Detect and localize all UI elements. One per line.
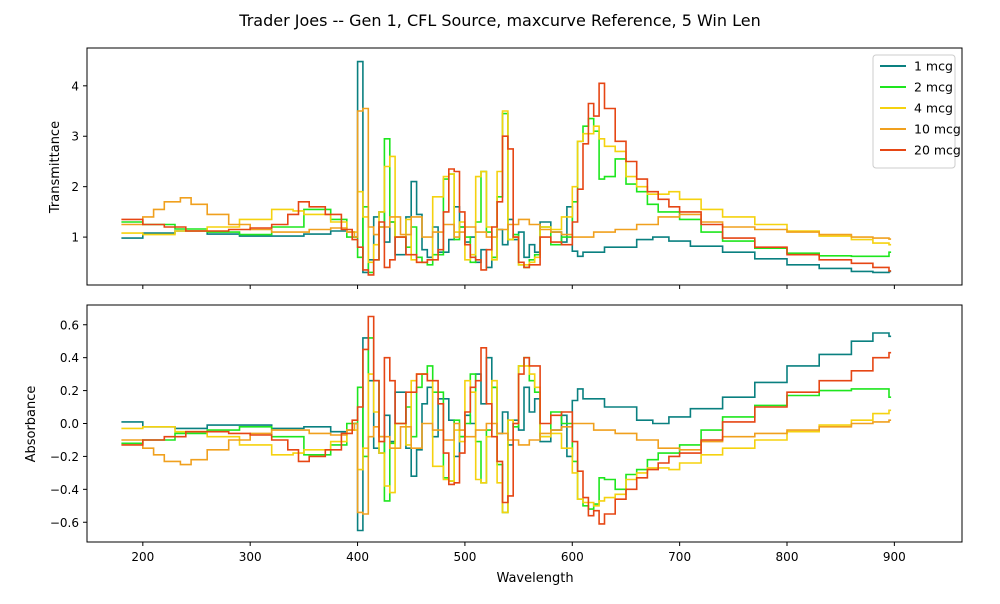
series-line-1-mcg	[121, 60, 892, 274]
x-tick-label: 400	[346, 550, 369, 564]
y-tick-label: −0.4	[50, 483, 79, 497]
legend-label: 20 mcg	[914, 143, 961, 158]
y-tick-label: 2	[71, 180, 79, 194]
y-tick-label: 3	[71, 130, 79, 144]
y-tick-label: 0.0	[60, 417, 79, 431]
legend: 1 mcg 2 mcg 4 mcg 10 mcg 20 mcg	[872, 54, 961, 169]
series-line-10-mcg	[121, 107, 892, 240]
absorbance-panel: 200 300 400 500 600 700 800 900 −0.6 −0.4 −0.2 0.0 0…	[24, 304, 963, 586]
wavelength-x-axis-label: Wavelength	[496, 571, 573, 586]
transmittance-y-axis-label: Transmittance	[48, 121, 63, 214]
legend-label: 4 mcg	[914, 101, 953, 116]
y-tick-label: −0.6	[50, 516, 79, 530]
x-tick-label: 500	[453, 550, 476, 564]
x-tick-label: 300	[239, 550, 262, 564]
x-tick-label: 200	[131, 550, 154, 564]
y-tick-label: 0.4	[60, 351, 79, 365]
x-tick-label: 800	[776, 550, 799, 564]
y-tick-label: 0.2	[60, 384, 79, 398]
series-line-10-mcg	[121, 419, 892, 515]
legend-label: 2 mcg	[914, 80, 953, 95]
figure-title: Trader Joes -- Gen 1, CFL Source, maxcur…	[238, 11, 760, 30]
legend-box	[872, 54, 956, 169]
series-line-4-mcg	[121, 365, 892, 514]
series-line-1-mcg	[121, 332, 892, 532]
axes-frame	[86, 47, 963, 286]
series-line-20-mcg	[121, 315, 892, 525]
series-line-20-mcg	[121, 82, 892, 276]
y-tick-label: 0.6	[60, 318, 79, 332]
y-tick-label: −0.2	[50, 450, 79, 464]
y-tick-label: 1	[71, 231, 79, 245]
y-tick-label: 4	[71, 79, 79, 93]
absorbance-plot-area: 200 300 400 500 600 700 800 900 −0.6 −0.4 −0.2 0.0 0…	[50, 304, 963, 564]
transmittance-plot-area: 1 2 3 4	[71, 47, 963, 289]
legend-label: 10 mcg	[914, 122, 961, 137]
absorbance-y-axis-label: Absorbance	[24, 386, 39, 463]
x-tick-label: 600	[561, 550, 584, 564]
legend-label: 1 mcg	[914, 59, 953, 74]
x-tick-label: 700	[668, 550, 691, 564]
x-tick-label: 900	[883, 550, 906, 564]
series-line-2-mcg	[121, 112, 892, 274]
transmittance-panel: 1 2 3 4 Transmittance	[48, 47, 963, 289]
series-line-4-mcg	[121, 110, 892, 266]
